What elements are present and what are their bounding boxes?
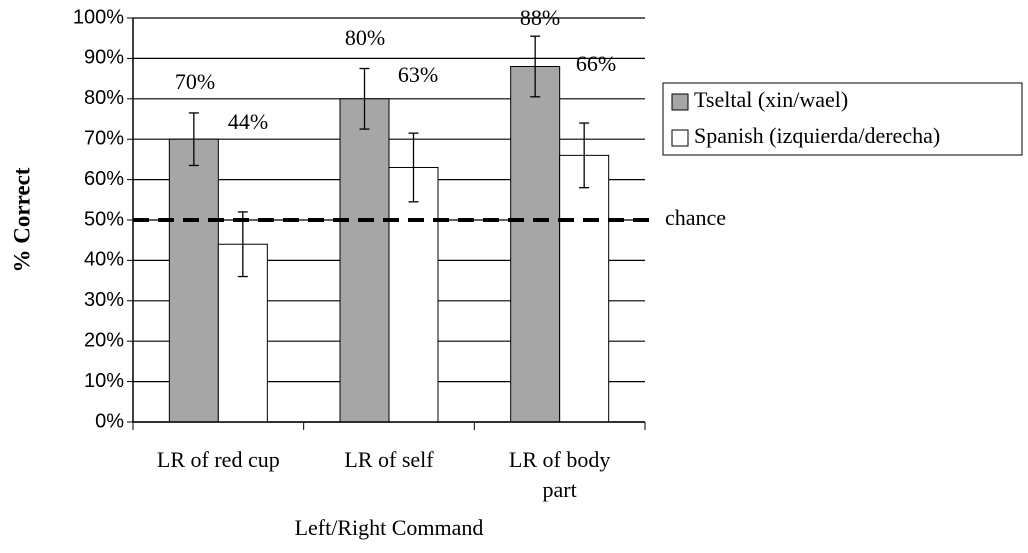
legend-swatch: [671, 93, 689, 111]
legend-box: [662, 82, 1023, 156]
y-tick-label: 30%: [84, 289, 124, 311]
x-tick-label: LR of body part: [508, 447, 611, 502]
y-tick-label: 60%: [84, 168, 124, 190]
bar: [559, 154, 610, 423]
error-bar: [359, 67, 370, 130]
value-label: 80%: [345, 25, 385, 50]
error-bar: [579, 122, 590, 189]
y-axis-title: % Correct: [9, 167, 34, 272]
y-tick-label: 50%: [84, 208, 124, 230]
y-tick-label: 90%: [84, 47, 124, 69]
y-tick-label: 80%: [84, 87, 124, 109]
value-label: 66%: [576, 51, 616, 76]
legend-swatch: [671, 129, 689, 147]
x-tick-label: LR of red cup: [156, 447, 280, 472]
value-label: 70%: [175, 69, 215, 94]
value-label: 44%: [228, 109, 268, 134]
y-tick-label: 100%: [73, 6, 124, 28]
value-label: 88%: [520, 5, 560, 30]
x-tick-label: LR of self: [344, 447, 434, 472]
x-axis-title: Left/Right Command: [295, 515, 484, 540]
legend-label: Tseltal (xin/wael): [694, 87, 848, 112]
y-tick-label: 70%: [84, 127, 124, 149]
error-bar: [188, 112, 199, 167]
value-label: 63%: [398, 62, 438, 87]
reference-label: chance: [665, 205, 726, 230]
bar: [168, 138, 219, 423]
error-bar: [530, 35, 541, 98]
bar: [510, 65, 561, 423]
y-tick-label: 10%: [84, 370, 124, 392]
y-tick-label: 20%: [84, 329, 124, 351]
y-tick-label: 40%: [84, 249, 124, 271]
error-bar: [408, 132, 419, 203]
bar: [388, 166, 439, 423]
bar: [339, 98, 390, 423]
legend-label: Spanish (izquierda/derecha): [694, 123, 940, 148]
error-bar: [237, 211, 248, 278]
y-tick-label: 0%: [95, 410, 124, 432]
